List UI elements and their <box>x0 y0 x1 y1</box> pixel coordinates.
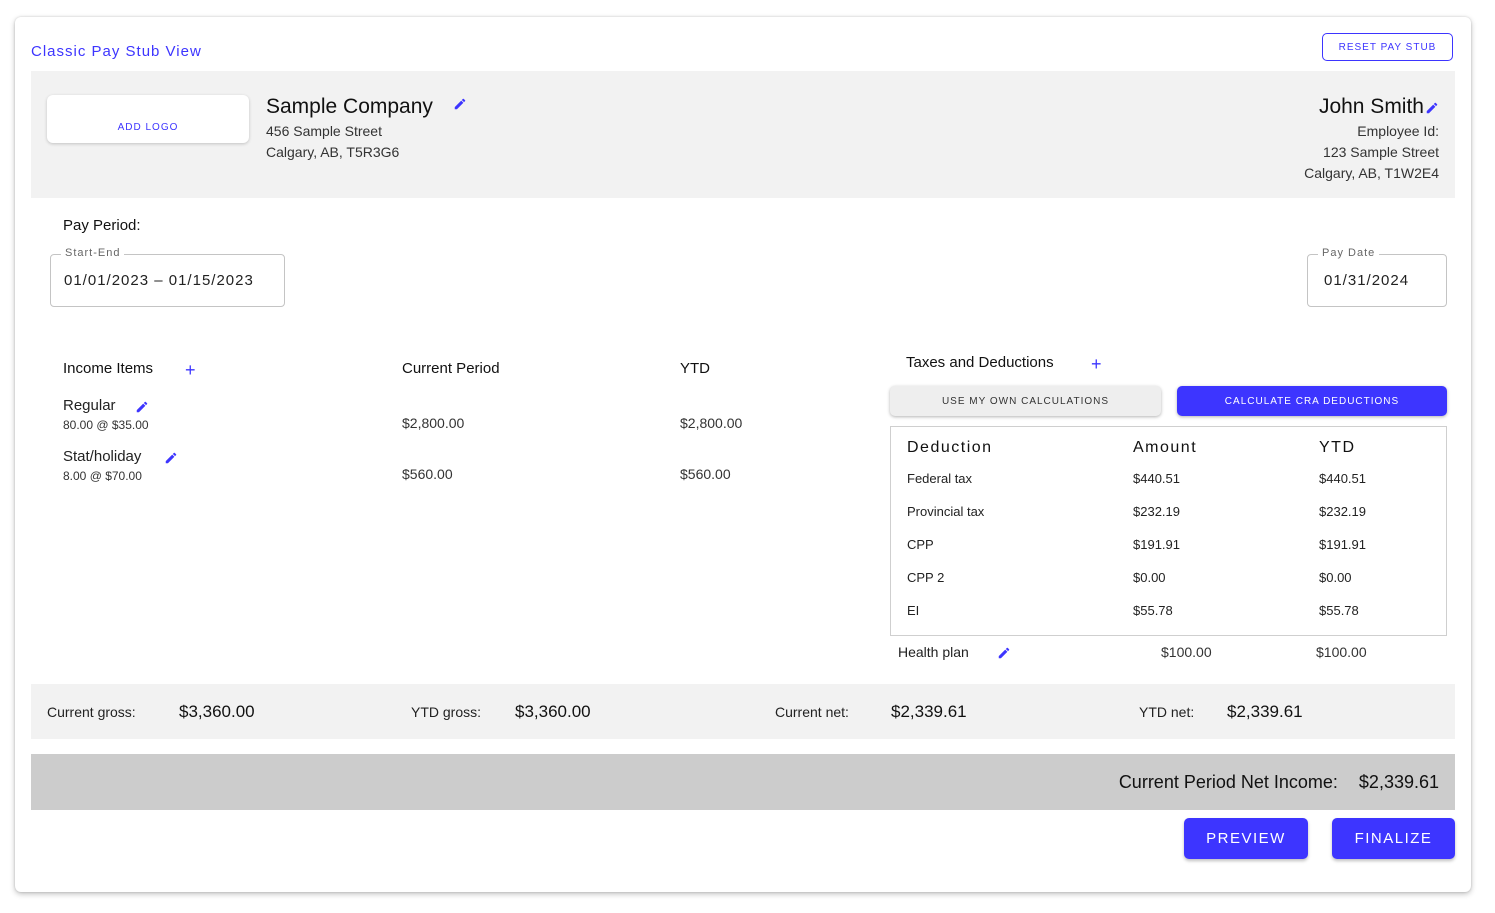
deduction-name: Federal tax <box>907 471 973 486</box>
pay-date-value: 01/31/2024 <box>1324 272 1410 289</box>
deduction-amount: $0.00 <box>1133 570 1166 585</box>
employee-id-label: Employee Id: <box>1357 123 1439 139</box>
deduction-ytd: $232.19 <box>1319 504 1366 519</box>
employee-name: John Smith <box>1319 95 1424 119</box>
pay-period-heading: Pay Period: <box>63 217 141 234</box>
use-own-calculations-button[interactable]: USE MY OWN CALCULATIONS <box>890 386 1161 416</box>
calculate-cra-deductions-button[interactable]: CALCULATE CRA DEDUCTIONS <box>1177 386 1447 416</box>
income-item-detail: 8.00 @ $70.00 <box>63 469 142 483</box>
health-plan-name: Health plan <box>898 644 969 660</box>
add-deduction-plus-icon[interactable]: + <box>1091 354 1102 374</box>
employee-address-line2: Calgary, AB, T1W2E4 <box>1304 165 1439 181</box>
deduction-name: CPP 2 <box>907 570 945 585</box>
ytd-gross-label: YTD gross: <box>411 704 482 720</box>
finalize-button[interactable]: FINALIZE <box>1332 818 1455 859</box>
current-gross-value: $3,360.00 <box>179 702 255 721</box>
company-address-line1: 456 Sample Street <box>266 123 382 139</box>
taxes-deductions-heading: Taxes and Deductions <box>906 354 1054 371</box>
health-plan-amount: $100.00 <box>1161 644 1212 660</box>
pay-period-range-field[interactable]: Start-End 01/01/2023 – 01/15/2023 <box>50 247 285 307</box>
income-current-period-heading: Current Period <box>402 360 500 377</box>
reset-pay-stub-button[interactable]: RESET PAY STUB <box>1322 33 1453 61</box>
ytd-net-label: YTD net: <box>1139 704 1195 720</box>
deduction-amount: $232.19 <box>1133 504 1180 519</box>
totals-summary: Current gross: $3,360.00 YTD gross: $3,3… <box>31 684 1455 739</box>
company-name: Sample Company <box>266 95 467 119</box>
income-ytd-heading: YTD <box>680 360 710 377</box>
income-item-current: $560.00 <box>402 466 453 482</box>
employee-name-text: John Smith <box>1318 95 1424 118</box>
income-item-name: Regular <box>63 397 116 414</box>
ytd-column-header: YTD <box>1319 439 1356 456</box>
net-income-summary: Current Period Net Income: $2,339.61 <box>1119 772 1439 793</box>
pay-period-range-value: 01/01/2023 – 01/15/2023 <box>64 272 254 289</box>
deduction-amount: $440.51 <box>1133 471 1180 486</box>
pay-date-label: Pay Date <box>1318 247 1380 259</box>
edit-company-pencil-icon[interactable] <box>453 97 467 111</box>
net-income-band: Current Period Net Income: $2,339.61 <box>31 754 1455 810</box>
net-income-value: $2,339.61 <box>1358 772 1439 792</box>
deduction-name: Provincial tax <box>907 504 985 519</box>
current-net-value: $2,339.61 <box>891 702 967 721</box>
company-address-line2: Calgary, AB, T5R3G6 <box>266 144 400 160</box>
current-net-label: Current net: <box>775 704 849 720</box>
edit-employee-pencil-icon[interactable] <box>1425 101 1439 115</box>
preview-button[interactable]: PREVIEW <box>1184 818 1308 859</box>
employee-address-line1: 123 Sample Street <box>1323 144 1439 160</box>
deduction-amount: $55.78 <box>1133 603 1173 618</box>
employee-details: Employee Id: 123 Sample Street Calgary, … <box>1304 121 1439 184</box>
page-title: Classic Pay Stub View <box>31 43 202 60</box>
income-items-heading: Income Items <box>63 360 154 377</box>
pay-stub-card: Classic Pay Stub View RESET PAY STUB ADD… <box>15 17 1471 892</box>
add-income-plus-icon[interactable]: + <box>185 360 196 380</box>
pay-date-field[interactable]: Pay Date 01/31/2024 <box>1307 247 1447 307</box>
amount-column-header: Amount <box>1133 439 1198 456</box>
income-item-ytd: $560.00 <box>680 466 731 482</box>
deduction-ytd: $191.91 <box>1319 537 1366 552</box>
company-employee-header: ADD LOGO Sample Company 456 Sample Stree… <box>31 71 1455 198</box>
ytd-net-value: $2,339.61 <box>1227 702 1303 721</box>
deduction-ytd: $440.51 <box>1319 471 1366 486</box>
deduction-name: CPP <box>907 537 934 552</box>
pay-period-range-label: Start-End <box>61 247 125 259</box>
add-logo-button[interactable]: ADD LOGO <box>47 95 249 143</box>
edit-health-plan-pencil-icon[interactable] <box>997 646 1011 660</box>
health-plan-ytd: $100.00 <box>1316 644 1367 660</box>
deduction-name: EI <box>907 603 920 618</box>
deduction-ytd: $55.78 <box>1319 603 1359 618</box>
deduction-column-header: Deduction <box>907 439 993 456</box>
edit-income-pencil-icon[interactable] <box>135 400 149 414</box>
company-name-text: Sample Company <box>266 95 433 118</box>
deductions-table: Deduction Amount YTD Federal tax $440.51… <box>890 426 1447 636</box>
edit-income-pencil-icon[interactable] <box>164 451 178 465</box>
income-item-name: Stat/holiday <box>63 448 142 465</box>
deduction-ytd: $0.00 <box>1319 570 1352 585</box>
deduction-amount: $191.91 <box>1133 537 1180 552</box>
income-item-ytd: $2,800.00 <box>680 415 743 431</box>
income-item-current: $2,800.00 <box>402 415 465 431</box>
ytd-gross-value: $3,360.00 <box>515 702 591 721</box>
net-income-label: Current Period Net Income: <box>1118 772 1338 792</box>
current-gross-label: Current gross: <box>47 704 136 720</box>
income-item-detail: 80.00 @ $35.00 <box>63 418 149 432</box>
company-address: 456 Sample Street Calgary, AB, T5R3G6 <box>266 121 399 163</box>
